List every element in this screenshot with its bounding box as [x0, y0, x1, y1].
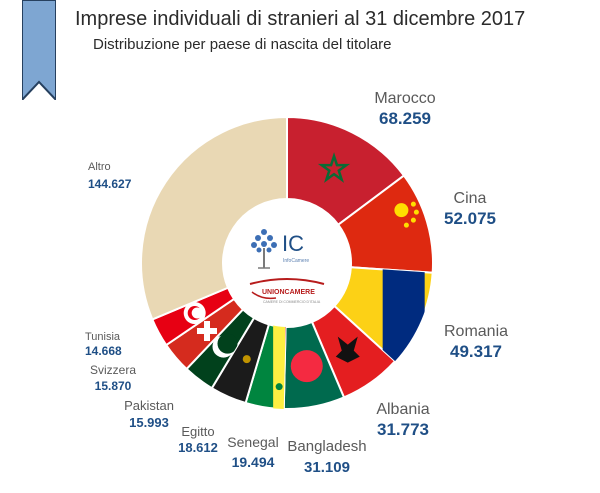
label-value-bangladesh: 31.109	[304, 459, 350, 476]
label-value-albania: 31.773	[377, 420, 429, 439]
label-value-romania: 49.317	[450, 342, 502, 361]
infocamere-logo: IC InfoCamere	[251, 229, 309, 269]
arc-icon	[249, 278, 325, 285]
flag-cina-icon	[394, 201, 419, 228]
label-name-romania: Romania	[444, 323, 508, 340]
label-value-altro: 144.627	[88, 177, 132, 191]
label-name-albania: Albania	[376, 401, 429, 418]
label-value-cina: 52.075	[444, 209, 496, 228]
label-name-egitto: Egitto	[181, 424, 214, 439]
label-name-altro: Altro	[88, 161, 111, 173]
flag-pakistan-icon	[212, 333, 238, 358]
label-value-marocco: 68.259	[379, 109, 431, 128]
slice-altro	[140, 115, 288, 321]
logo-org: UNIONCAMERE	[262, 289, 315, 296]
label-name-marocco: Marocco	[374, 90, 435, 107]
label-value-senegal: 19.494	[232, 454, 275, 470]
label-name-tunisia: Tunisia	[85, 331, 121, 343]
flag-bangladesh-icon	[290, 350, 323, 383]
slice-marocco	[286, 115, 406, 227]
logo-org-small: CAMERE DI COMMERCIO D'ITALIA	[263, 300, 321, 304]
label-value-egitto: 18.612	[178, 440, 218, 455]
bookmark-ribbon-icon	[22, 0, 56, 100]
flag-svizzera-icon	[196, 321, 217, 342]
label-name-senegal: Senegal	[227, 434, 278, 450]
label-value-svizzera: 15.870	[95, 379, 132, 393]
label-name-cina: Cina	[454, 190, 487, 207]
logo-brand-small: InfoCamere	[283, 258, 309, 264]
unioncamere-logo: UNIONCAMERE CAMERE DI COMMERCIO D'ITALIA	[249, 278, 325, 304]
label-value-pakistan: 15.993	[129, 415, 169, 430]
label-value-tunisia: 14.668	[85, 344, 122, 358]
tree-icon	[251, 229, 277, 269]
flag-marocco-icon	[317, 152, 351, 183]
label-name-pakistan: Pakistan	[124, 398, 174, 413]
label-name-bangladesh: Bangladesh	[287, 438, 366, 455]
chart-subtitle: Distribuzione per paese di nascita del t…	[93, 36, 392, 53]
logo-monogram: IC	[282, 231, 304, 256]
swoosh-icon	[251, 291, 277, 300]
flag-tunisia-icon	[183, 302, 206, 325]
label-name-svizzera: Svizzera	[90, 363, 136, 377]
labels-group: Marocco 68.259 Cina 52.075 Romania 49.317 Alba…	[85, 90, 508, 476]
flag-albania-icon	[335, 336, 360, 363]
chart-title: Imprese individuali di stranieri al 31 d…	[75, 8, 526, 30]
